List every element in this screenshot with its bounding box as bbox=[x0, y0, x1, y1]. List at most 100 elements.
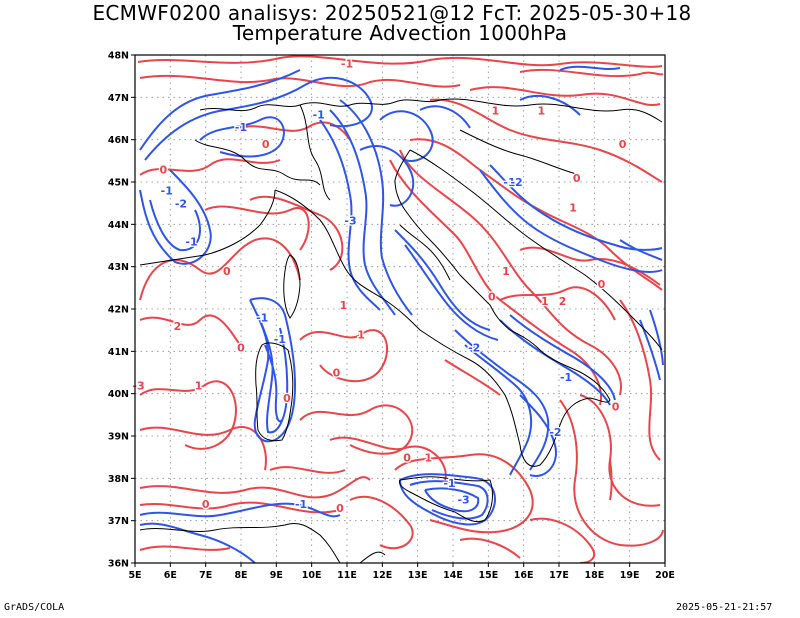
contour-label: -2 bbox=[549, 426, 561, 439]
lat-lon-grid bbox=[134, 54, 666, 564]
france-coast bbox=[139, 189, 276, 266]
pos-contour bbox=[499, 286, 616, 321]
neg-contour bbox=[144, 84, 306, 161]
positive-contours bbox=[137, 55, 664, 563]
neg-contour bbox=[249, 297, 297, 443]
neg-contour bbox=[149, 199, 201, 252]
contour-label: -1 bbox=[161, 185, 173, 198]
balkan-coast bbox=[409, 149, 663, 351]
pos-contour bbox=[579, 394, 661, 507]
x-tick-label: 13E bbox=[408, 570, 428, 581]
neg-contour bbox=[649, 309, 664, 366]
y-tick-label: 46N bbox=[108, 135, 129, 146]
pos-contour bbox=[329, 436, 447, 481]
neg-contour bbox=[559, 65, 621, 71]
pos-contour bbox=[469, 86, 661, 107]
y-tick-label: 48N bbox=[108, 51, 129, 62]
neg-contour bbox=[339, 99, 413, 316]
pos-contour bbox=[529, 517, 596, 563]
contour-labels: -1-1-1-2-1-2-1-3-1-1-2-1-3-1-1-21 1-10002… bbox=[131, 56, 628, 516]
contour-label: -1 bbox=[341, 58, 353, 71]
neg-contour bbox=[304, 76, 373, 128]
footer-software-label: GrADS/COLA bbox=[4, 602, 65, 613]
sicily-coast bbox=[399, 476, 493, 523]
balkan-border-2 bbox=[459, 129, 581, 176]
neg-contour bbox=[404, 244, 499, 341]
x-tick-label: 5E bbox=[128, 570, 141, 581]
neg-contour bbox=[424, 487, 480, 513]
pos-contour bbox=[609, 459, 613, 501]
pos-contour bbox=[139, 158, 281, 176]
pos-contour bbox=[389, 159, 602, 406]
contour-label: -3 bbox=[344, 214, 356, 227]
contour-label: 2 bbox=[174, 320, 182, 333]
neg-contour bbox=[409, 480, 489, 520]
croatia-islands bbox=[399, 224, 451, 281]
x-tick-label: 19E bbox=[620, 570, 640, 581]
pos-contour bbox=[137, 55, 663, 68]
italy-coast bbox=[274, 149, 611, 467]
neg-contour bbox=[139, 502, 341, 518]
pos-contour bbox=[139, 545, 231, 551]
x-tick-label: 17E bbox=[549, 570, 569, 581]
neg-contour bbox=[454, 329, 550, 471]
pos-contour bbox=[139, 426, 267, 471]
contour-label: 0 bbox=[403, 451, 411, 464]
neg-contour bbox=[359, 145, 415, 207]
negative-contours bbox=[139, 65, 664, 563]
neg-contour bbox=[199, 116, 285, 158]
neg-contour bbox=[519, 394, 557, 477]
neg-contour bbox=[139, 522, 256, 563]
contour-label: 1 bbox=[569, 202, 577, 215]
contour-label: 1 bbox=[492, 104, 500, 117]
contour-label: 1 bbox=[424, 451, 432, 464]
x-tick-label: 9E bbox=[270, 570, 283, 581]
alps-borders-3 bbox=[299, 104, 331, 201]
y-tick-label: 38N bbox=[108, 474, 129, 485]
y-tick-label: 44N bbox=[108, 220, 129, 231]
neg-contour bbox=[464, 344, 533, 476]
neg-contour bbox=[257, 314, 289, 434]
x-tick-label: 20E bbox=[655, 570, 675, 581]
title-line-2: Temperature Advection 1000hPa bbox=[232, 21, 568, 45]
y-tick-label: 43N bbox=[108, 262, 129, 273]
pos-contour bbox=[559, 399, 664, 547]
contour-label: 0 bbox=[573, 172, 581, 185]
y-tick-label: 45N bbox=[108, 178, 129, 189]
neg-contour bbox=[519, 95, 581, 116]
y-tick-label: 41N bbox=[108, 347, 129, 358]
neg-contour bbox=[419, 105, 471, 129]
contour-label: -1 bbox=[185, 236, 197, 249]
pos-contour bbox=[249, 195, 344, 271]
contour-label: 0 bbox=[598, 278, 606, 291]
contour-label: -1 bbox=[256, 312, 268, 325]
alps-borders bbox=[199, 99, 441, 112]
neg-contour bbox=[619, 239, 663, 261]
pos-contour bbox=[519, 68, 664, 78]
x-tick-label: 15E bbox=[478, 570, 498, 581]
pos-contour bbox=[444, 359, 501, 396]
africa-coast bbox=[139, 522, 341, 563]
pos-contour bbox=[269, 466, 346, 474]
pos-contour bbox=[234, 121, 351, 141]
contour-label: 0 bbox=[336, 502, 344, 515]
contour-label: -3 bbox=[457, 494, 469, 507]
axis-tick-labels: 5E 6E 7E 8E 9E 10E 11E 12E 13E 14E 15E 16E 17E 18E 19E… bbox=[108, 51, 675, 582]
pos-contour bbox=[429, 98, 663, 183]
neg-contour bbox=[139, 69, 301, 151]
pos-contour bbox=[399, 149, 622, 396]
y-tick-label: 40N bbox=[108, 389, 129, 400]
contour-label: -2 bbox=[510, 176, 522, 189]
contour-label: 0 bbox=[333, 367, 341, 380]
contour-label: 2 bbox=[559, 295, 567, 308]
y-tick-label: 47N bbox=[108, 93, 129, 104]
pos-contour bbox=[204, 205, 310, 251]
contour-label: 1 bbox=[357, 329, 365, 342]
pos-contour bbox=[139, 380, 237, 450]
contour-label: 0 bbox=[619, 138, 627, 151]
x-tick-label: 12E bbox=[372, 570, 392, 581]
contour-label: 1 bbox=[541, 295, 549, 308]
neg-contour bbox=[479, 169, 663, 273]
contour-label: -2 bbox=[175, 197, 187, 210]
